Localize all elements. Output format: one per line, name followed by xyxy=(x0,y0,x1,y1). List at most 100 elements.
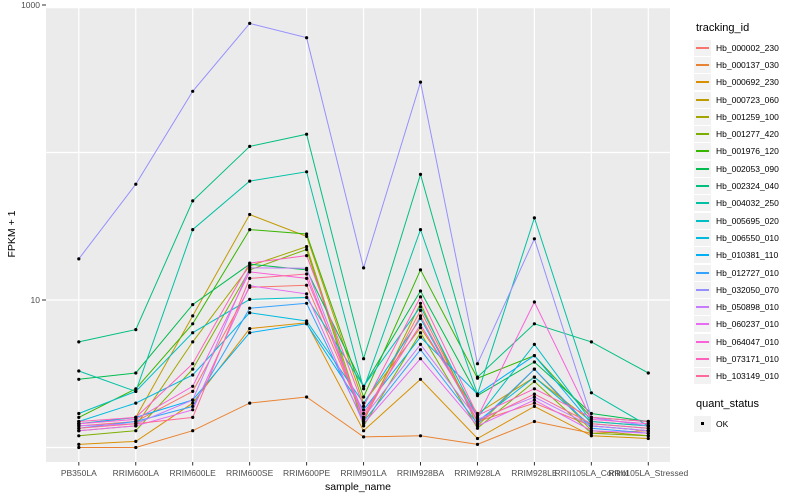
data-point xyxy=(475,375,480,379)
legend-title-tracking-id: tracking_id xyxy=(696,22,750,34)
legend-item-label: Hb_000723_060 xyxy=(716,94,779,105)
x-tick-label: RRIM928LE xyxy=(511,468,558,478)
data-point xyxy=(532,354,537,358)
data-point xyxy=(305,132,309,136)
data-point xyxy=(532,387,537,391)
y-tick-label: 10 xyxy=(31,295,41,305)
legend-item-Hb_002324_040: Hb_002324_040 xyxy=(694,177,798,195)
data-point xyxy=(305,170,309,174)
data-point xyxy=(418,342,423,346)
legend-line-icon xyxy=(696,133,709,136)
data-point xyxy=(248,276,252,280)
data-point xyxy=(475,436,480,441)
x-axis-title: sample_name xyxy=(325,481,391,493)
data-point xyxy=(248,179,252,183)
data-point xyxy=(532,379,537,384)
data-point xyxy=(191,89,195,93)
data-point xyxy=(248,21,252,25)
legend-block-quant-status: quant_status OK xyxy=(694,398,798,432)
data-point xyxy=(589,422,594,426)
legend-item-Hb_004032_250: Hb_004032_250 xyxy=(694,195,798,212)
data-point xyxy=(77,257,81,261)
legend-item-Hb_060237_010: Hb_060237_010 xyxy=(694,316,798,333)
legend-line-icon xyxy=(696,323,709,326)
data-point xyxy=(305,301,309,305)
legend-item-label: Hb_073171_010 xyxy=(716,353,779,364)
data-point xyxy=(646,419,650,424)
data-point xyxy=(191,415,195,419)
data-point xyxy=(589,424,594,428)
data-point xyxy=(248,261,252,265)
data-point xyxy=(191,199,195,203)
data-point xyxy=(77,340,81,344)
legend-item-Hb_000692_230: Hb_000692_230 xyxy=(694,74,798,91)
legend-item-Hb_001259_100: Hb_001259_100 xyxy=(694,108,798,125)
legend-line-icon xyxy=(696,81,709,84)
legend-item-label: Hb_002324_040 xyxy=(716,181,779,192)
data-point xyxy=(475,362,480,366)
data-point xyxy=(362,395,366,399)
data-point xyxy=(418,308,423,312)
data-point xyxy=(77,445,81,450)
y-tick-label: 1000 xyxy=(21,0,40,10)
data-point xyxy=(248,327,252,331)
data-point xyxy=(362,408,366,412)
data-point xyxy=(418,228,423,232)
data-point xyxy=(362,422,366,426)
data-point xyxy=(134,371,138,375)
data-point xyxy=(362,411,366,416)
data-point xyxy=(418,268,423,272)
data-point xyxy=(248,401,252,405)
data-point xyxy=(532,300,537,304)
data-point xyxy=(589,429,594,433)
data-point xyxy=(532,375,537,379)
data-point xyxy=(191,384,195,388)
data-point xyxy=(362,387,366,391)
data-point xyxy=(77,422,81,426)
y-axis-title: FPKM + 1 xyxy=(6,210,18,258)
data-point xyxy=(418,348,423,352)
data-point xyxy=(532,367,537,371)
data-point xyxy=(418,316,423,320)
data-point xyxy=(532,392,537,396)
data-point xyxy=(646,429,650,433)
legend-item-Hb_000002_230: Hb_000002_230 xyxy=(694,39,798,56)
legend-line-icon xyxy=(696,357,709,360)
legend-line-icon xyxy=(696,375,709,378)
legend-item-label: Hb_032050_070 xyxy=(716,284,779,295)
data-point xyxy=(646,426,650,430)
data-point xyxy=(305,295,309,300)
data-point xyxy=(77,411,81,416)
data-point xyxy=(305,319,309,323)
data-point xyxy=(248,266,252,270)
data-point xyxy=(134,387,138,391)
legend-item-Hb_032050_070: Hb_032050_070 xyxy=(694,281,798,298)
x-tick-label: RRIM928LA xyxy=(454,468,501,478)
legend-line-icon xyxy=(696,63,709,66)
data-point xyxy=(475,424,480,428)
legend-key-swatch xyxy=(694,195,711,212)
legend-item-Hb_006550_010: Hb_006550_010 xyxy=(694,229,798,246)
data-point xyxy=(305,254,309,258)
data-point xyxy=(532,360,537,364)
legend-item-label: Hb_010381_110 xyxy=(716,250,779,261)
x-tick-label: RRIM928BA xyxy=(397,468,445,478)
data-point xyxy=(532,237,537,241)
legend-line-icon xyxy=(696,271,709,274)
x-tick-label: RRIM600LE xyxy=(170,468,217,478)
data-point xyxy=(248,306,252,310)
data-point xyxy=(418,172,423,176)
data-point xyxy=(475,413,480,417)
data-point xyxy=(305,232,309,236)
data-point xyxy=(191,367,195,371)
data-point xyxy=(77,429,81,433)
data-point xyxy=(77,442,81,446)
data-point xyxy=(475,422,480,426)
data-point xyxy=(248,297,252,301)
legend-item-Hb_010381_110: Hb_010381_110 xyxy=(694,247,798,264)
data-point xyxy=(248,331,252,335)
data-point xyxy=(305,292,309,296)
data-point xyxy=(191,401,195,405)
data-point xyxy=(362,357,366,361)
